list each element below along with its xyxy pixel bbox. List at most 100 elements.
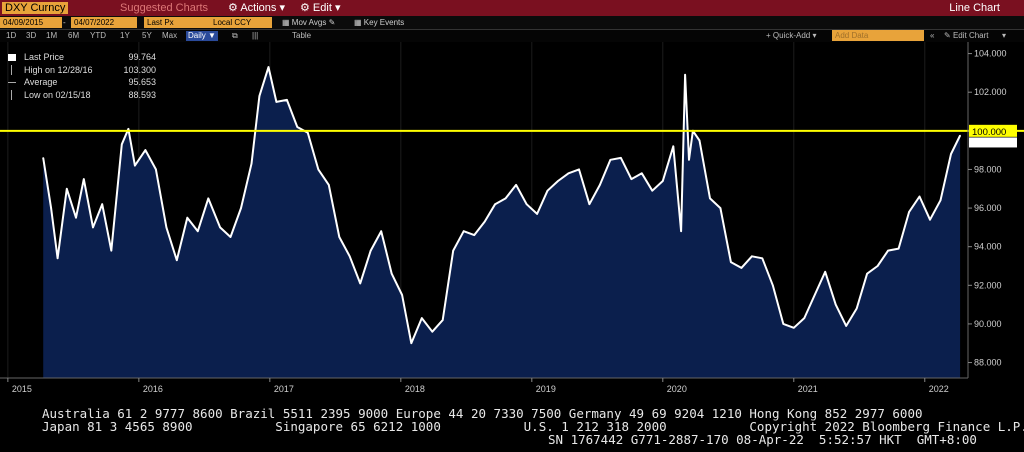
data-point bbox=[380, 230, 383, 232]
data-point bbox=[824, 271, 826, 273]
end-date-input[interactable]: 04/07/2022 bbox=[71, 17, 137, 28]
range-6m[interactable]: 6M bbox=[68, 31, 80, 40]
chevron-down-icon: ▼ bbox=[208, 31, 216, 40]
data-point bbox=[121, 143, 123, 146]
data-point bbox=[250, 162, 253, 165]
reference-label-box bbox=[969, 124, 1017, 137]
range-5y[interactable]: 5Y bbox=[142, 31, 152, 40]
start-date-input[interactable]: 04/09/2015 bbox=[0, 17, 62, 28]
chart-type-label[interactable]: Line Chart bbox=[949, 2, 1000, 14]
data-point bbox=[578, 168, 580, 171]
data-point bbox=[959, 134, 961, 137]
data-point bbox=[845, 325, 847, 327]
footer-contacts-line2: Japan 81 3 4565 8900 Singapore 65 6212 1… bbox=[42, 419, 1024, 434]
legend-high-value: 103.300 bbox=[123, 64, 156, 75]
data-point bbox=[401, 294, 403, 296]
data-point bbox=[698, 139, 701, 142]
grid-icon: ▦ bbox=[282, 18, 292, 27]
data-point bbox=[328, 184, 330, 186]
data-point bbox=[630, 178, 633, 180]
data-point bbox=[709, 197, 711, 200]
y-tick-label: 90.000 bbox=[974, 319, 1002, 329]
low-marker-icon bbox=[11, 89, 12, 100]
y-tick-label: 94.000 bbox=[974, 242, 1002, 252]
data-point bbox=[939, 199, 942, 202]
data-point bbox=[101, 203, 103, 205]
range-1y[interactable]: 1Y bbox=[120, 31, 130, 40]
suggested-charts-button[interactable]: Suggested Charts bbox=[120, 2, 209, 14]
bar-icon[interactable]: ||| bbox=[252, 31, 259, 40]
pencil-icon: ✎ bbox=[944, 31, 953, 40]
data-point bbox=[929, 218, 931, 221]
data-point bbox=[56, 257, 59, 260]
data-point bbox=[110, 249, 113, 252]
data-point bbox=[803, 317, 806, 319]
y-tick-label: 102.000 bbox=[974, 87, 1007, 97]
data-point bbox=[348, 255, 351, 258]
data-point bbox=[751, 255, 753, 258]
legend-high: High on 12/28/16 103.300 bbox=[6, 64, 156, 77]
data-point bbox=[240, 207, 242, 209]
data-point bbox=[782, 323, 785, 325]
edit-menu[interactable]: ⚙ Edit ▾ bbox=[300, 2, 340, 14]
range-max[interactable]: Max bbox=[162, 31, 178, 40]
currency-select[interactable]: Local CCY bbox=[210, 17, 272, 28]
chevron-down-icon: ▾ bbox=[279, 2, 285, 14]
legend-average: Average 95.653 bbox=[6, 76, 156, 89]
data-point bbox=[950, 153, 952, 155]
range-1d[interactable]: 1D bbox=[6, 31, 17, 40]
data-point bbox=[462, 230, 465, 232]
data-point bbox=[876, 265, 879, 267]
table-button[interactable]: Table bbox=[292, 31, 312, 40]
mov-avgs-label: Mov Avgs bbox=[291, 18, 327, 27]
data-point bbox=[186, 216, 189, 219]
quick-add-label: Quick-Add bbox=[772, 31, 811, 40]
data-point bbox=[275, 101, 278, 103]
field-select[interactable]: Last Px bbox=[144, 17, 210, 28]
quick-add-button[interactable]: + Quick-Add ▾ bbox=[766, 31, 817, 41]
data-point bbox=[662, 180, 664, 182]
key-events-toggle[interactable]: ▦ Key Events bbox=[354, 17, 404, 28]
mov-avgs-toggle[interactable]: ▦ Mov Avgs ✎ bbox=[282, 17, 335, 28]
data-point bbox=[258, 95, 261, 97]
legend-last-price: Last Price 99.764 bbox=[6, 51, 156, 64]
data-point bbox=[127, 128, 130, 130]
x-tick-label: 2021 bbox=[798, 384, 818, 394]
data-point bbox=[855, 307, 858, 310]
range-ytd[interactable]: YTD bbox=[90, 31, 106, 40]
range-3d[interactable]: 3D bbox=[26, 31, 37, 40]
pencil-icon: ✎ bbox=[328, 18, 336, 27]
data-point bbox=[267, 66, 270, 68]
data-point bbox=[567, 172, 570, 175]
data-point bbox=[834, 303, 837, 306]
chevron-down-icon: ▾ bbox=[812, 31, 817, 40]
x-tick-label: 2019 bbox=[536, 384, 556, 394]
data-point bbox=[176, 259, 178, 261]
data-point bbox=[688, 159, 690, 161]
legend-average-label: Average bbox=[24, 77, 58, 87]
data-point bbox=[441, 319, 444, 321]
frequency-label: Daily bbox=[188, 31, 206, 40]
data-point bbox=[390, 272, 393, 275]
frequency-select[interactable]: Daily ▼ bbox=[186, 31, 218, 41]
legend-last-price-label: Last Price bbox=[24, 52, 65, 62]
edit-chart-button[interactable]: ✎ Edit Chart bbox=[944, 31, 989, 41]
ticker-input[interactable]: DXY Curncy bbox=[2, 2, 68, 14]
data-point bbox=[421, 317, 423, 319]
last-price-label-box bbox=[969, 137, 1017, 148]
x-tick-label: 2020 bbox=[667, 384, 687, 394]
data-point bbox=[672, 145, 675, 148]
data-point bbox=[338, 236, 341, 238]
add-data-input[interactable]: Add Data bbox=[832, 30, 924, 41]
data-point bbox=[887, 249, 889, 252]
compare-icon[interactable]: ⧉ bbox=[232, 31, 238, 40]
chevron-down-icon[interactable]: ▾ bbox=[1002, 31, 1007, 40]
data-point bbox=[588, 203, 591, 205]
data-point bbox=[197, 230, 199, 232]
y-tick-label: 98.000 bbox=[974, 164, 1002, 174]
range-1m[interactable]: 1M bbox=[46, 31, 58, 40]
actions-menu[interactable]: ⚙ Actions ▾ bbox=[228, 2, 285, 14]
collapse-icon[interactable]: « bbox=[930, 31, 935, 40]
price-chart[interactable]: 104.000 102.000 100.000 98.000 96.000 94.000 9… bbox=[0, 42, 1024, 402]
y-tick-label: 96.000 bbox=[974, 203, 1002, 213]
